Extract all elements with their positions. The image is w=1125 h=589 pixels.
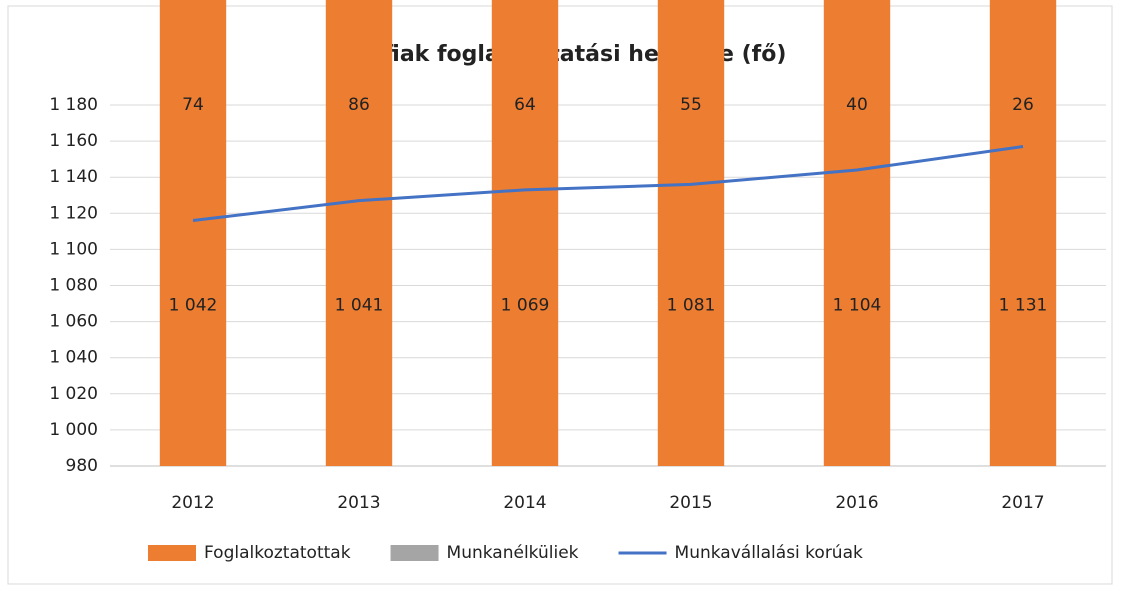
y-tick-label: 1 180 [49,95,98,115]
y-tick-label: 1 120 [49,203,98,223]
data-label: 64 [514,95,536,115]
bar-segment [491,0,559,466]
legend-label: Foglalkoztatottak [204,543,351,563]
bar-segment [657,0,725,466]
y-tick-label: 1 040 [49,348,98,368]
legend-label: Munkavállalási korúak [675,543,863,563]
data-label: 1 041 [335,296,384,316]
bar-segment [989,0,1057,466]
chart-frame [7,5,1113,585]
x-tick-label: 2016 [835,493,878,513]
x-tick-label: 2017 [1001,493,1044,513]
legend-swatch [390,545,439,561]
y-tick-label: 1 100 [49,239,98,259]
y-tick-label: 980 [66,456,98,476]
data-label: 55 [680,95,702,115]
y-tick-label: 1 060 [49,312,98,332]
x-tick-label: 2013 [337,493,380,513]
y-tick-label: 1 140 [49,167,98,187]
bar-segment [823,0,891,466]
data-label: 74 [182,95,204,115]
y-tick-label: 1 020 [49,384,98,404]
bar-segment [325,0,393,466]
x-tick-label: 2015 [669,493,712,513]
x-tick-label: 2012 [171,493,214,513]
y-tick-label: 1 080 [49,276,98,296]
y-tick-label: 1 000 [49,420,98,440]
bar-segment [159,0,227,466]
data-label: 1 081 [667,296,716,316]
data-label: 1 069 [501,296,550,316]
legend-label: Munkanélküliek [447,543,579,563]
data-label: 86 [348,95,370,115]
data-label: 1 131 [999,296,1048,316]
line-series [192,145,1024,223]
data-label: 26 [1012,95,1034,115]
y-tick-label: 1 160 [49,131,98,151]
data-label: 1 104 [833,296,882,316]
x-tick-label: 2014 [503,493,546,513]
legend-swatch [148,545,196,561]
data-label: 1 042 [169,296,218,316]
data-label: 40 [846,95,868,115]
